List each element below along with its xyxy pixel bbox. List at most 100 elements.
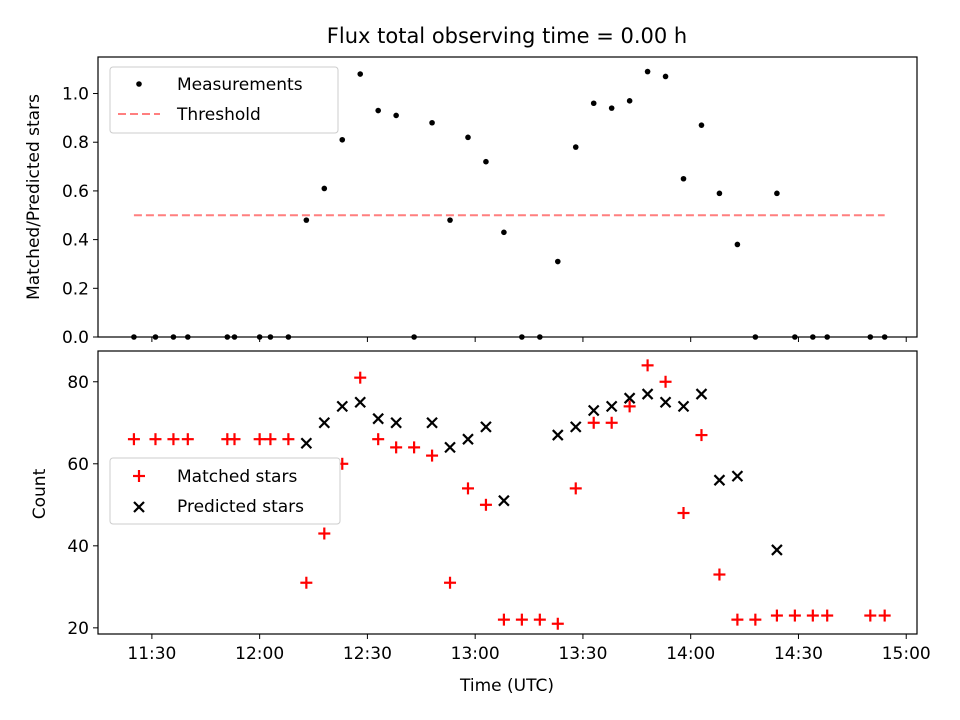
matched-star-point <box>167 433 180 446</box>
x-tick-label: 12:00 <box>235 644 284 664</box>
measurement-point <box>501 229 507 236</box>
matched-star-point <box>623 400 636 413</box>
top-y-tick-label: 0.6 <box>62 182 89 202</box>
matched-star-point <box>659 375 672 388</box>
matched-star-point <box>228 433 241 446</box>
matched-star-point <box>479 498 492 511</box>
predicted-star-stroke <box>659 396 672 409</box>
predicted-star-point <box>300 437 313 450</box>
x-tick-label: 14:30 <box>774 644 823 664</box>
bottom-y-tick-label: 40 <box>67 537 89 557</box>
matched-star-point <box>300 576 313 589</box>
matched-star-point <box>749 613 762 626</box>
matched-star-point <box>253 433 266 446</box>
measurement-point <box>644 68 651 75</box>
measurement-point <box>716 190 723 197</box>
predicted-star-stroke <box>771 544 783 556</box>
matched-star-point <box>149 433 162 446</box>
matched-star-point <box>444 576 457 589</box>
predicted-star-point <box>480 421 492 433</box>
bottom-axes-frame <box>97 350 918 635</box>
predicted-star-point <box>372 412 384 425</box>
predicted-legend-label: Predicted stars <box>177 497 304 517</box>
top-axes-frame <box>97 56 918 338</box>
predicted-star-point <box>771 544 783 556</box>
matched-star-point <box>354 371 367 384</box>
measurement-point <box>572 144 579 150</box>
top-title: Flux total observing time = 0.00 h <box>327 24 687 48</box>
bottom-plot-area: 11:30 12:00 12:30 13:00 13:30 14:00 14:30 15:00… <box>67 359 931 664</box>
top-panel: Flux total observing time = 0.00 h Match… <box>24 24 918 348</box>
matched-star-point <box>605 416 618 429</box>
predicted-star-stroke <box>552 429 564 441</box>
predicted-legend-marker <box>133 501 145 513</box>
matched-star-point <box>806 609 819 622</box>
top-y-tick-label: 0.4 <box>62 231 89 251</box>
measurement-point <box>734 241 741 248</box>
matched-star-point <box>515 613 528 626</box>
bottom-y-tick-label: 80 <box>67 373 89 393</box>
predicted-star-point <box>318 416 331 429</box>
predicted-star-stroke <box>462 433 474 445</box>
threshold-legend-label: Threshold <box>176 105 261 125</box>
predicted-star-stroke <box>426 416 438 429</box>
matched-star-point <box>318 527 331 540</box>
matched-star-point <box>695 429 708 442</box>
matched-star-point <box>372 433 385 446</box>
predicted-star-point <box>569 421 582 433</box>
matched-star-point <box>533 613 546 626</box>
predicted-star-point <box>336 400 349 413</box>
measurement-point <box>483 158 489 165</box>
matched-star-point <box>569 482 582 495</box>
matched-legend-marker <box>133 470 145 482</box>
top-legend-box <box>109 66 339 134</box>
predicted-star-stroke <box>677 400 690 413</box>
x-tick-label: 13:00 <box>451 644 500 664</box>
predicted-star-point <box>641 388 654 400</box>
top-y-axis-label: Matched/Predicted stars <box>24 94 44 300</box>
measurement-point <box>375 107 381 114</box>
predicted-star-point <box>444 441 456 454</box>
predicted-star-stroke <box>390 416 402 429</box>
measurements-legend-label: Measurements <box>177 75 303 95</box>
bottom-panel: Count Time (UTC) 11:30 12:00 12:30 13:00 13:… <box>30 350 931 696</box>
predicted-star-point <box>605 400 618 413</box>
predicted-star-stroke <box>300 437 313 450</box>
matched-star-point <box>713 568 726 581</box>
matched-star-point <box>551 617 564 630</box>
top-y-tick-label: 0.8 <box>62 133 89 153</box>
predicted-star-point <box>713 474 726 486</box>
matched-star-point <box>181 433 194 446</box>
predicted-star-stroke <box>336 400 349 413</box>
x-tick-label: 15:00 <box>882 644 931 664</box>
measurement-point <box>393 112 399 119</box>
matched-star-point <box>821 609 834 622</box>
matched-star-point <box>461 482 474 495</box>
predicted-star-stroke <box>480 421 492 433</box>
predicted-star-stroke <box>713 474 726 486</box>
measurement-point <box>698 122 705 128</box>
measurements-legend-marker <box>136 81 142 87</box>
matched-star-point <box>788 609 801 622</box>
predicted-star-point <box>354 396 367 409</box>
x-tick-label: 14:00 <box>666 644 715 664</box>
measurement-point <box>626 98 633 104</box>
matched-star-point <box>864 609 877 622</box>
predicted-star-point <box>659 396 672 409</box>
predicted-star-stroke <box>695 388 708 400</box>
matched-star-point <box>497 613 510 626</box>
measurement-point <box>662 73 669 80</box>
matched-star-point <box>878 609 891 622</box>
matched-star-point <box>390 441 403 454</box>
matched-star-point <box>408 441 421 454</box>
measurement-point <box>554 258 561 265</box>
bottom-legend-box <box>109 457 341 525</box>
measurement-point <box>357 71 364 77</box>
matched-star-point <box>770 609 783 622</box>
matched-star-point <box>426 449 439 462</box>
top-legend: Measurements Threshold <box>109 66 339 134</box>
predicted-star-stroke <box>731 470 744 482</box>
bottom-y-axis-label: Count <box>30 468 50 519</box>
x-axis-label: Time (UTC) <box>459 676 554 696</box>
top-y-tick-label: 0.0 <box>62 328 89 348</box>
